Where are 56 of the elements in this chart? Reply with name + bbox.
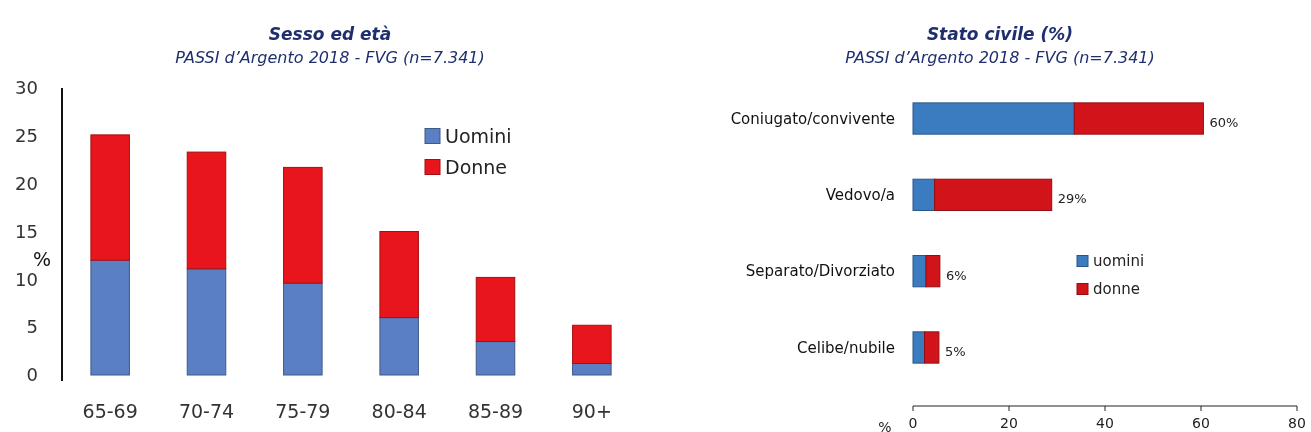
bar (475, 341, 516, 376)
x-tick-label: 85-89 (467, 400, 524, 422)
x-axis-title: % (878, 419, 892, 432)
bar (924, 331, 940, 364)
bar (379, 317, 419, 376)
bar (572, 324, 612, 365)
bar (90, 134, 130, 261)
y-tick-label: 30 (15, 77, 38, 99)
bar (1073, 102, 1204, 135)
x-tick-label: 70-74 (178, 400, 235, 422)
total-label: 29% (1057, 191, 1087, 207)
chart-subtitle: PASSI d’Argento 2018 - FVG (n=7.341) (175, 48, 485, 67)
bar (934, 178, 1053, 211)
bar (379, 231, 419, 319)
legend-label: Uomini (445, 124, 512, 147)
chart-title: Stato civile (%) (926, 24, 1074, 44)
y-tick-label: Coniugato/convivente (730, 109, 895, 128)
x-tick-label: 65-69 (82, 400, 138, 422)
y-tick-label: Separato/Divorziato (745, 262, 895, 281)
x-tick-label: 80 (1288, 415, 1306, 431)
bar (912, 331, 926, 364)
legend-label: Donne (445, 155, 508, 178)
total-label: 60% (1209, 115, 1239, 131)
y-tick-label: Celibe/nubile (797, 338, 895, 357)
y-tick-label: 20 (15, 172, 38, 194)
bar (912, 255, 927, 288)
y-tick-label: 5 (26, 316, 38, 338)
bar (925, 255, 941, 288)
chart-title: Sesso ed età (268, 24, 392, 44)
total-label: 5% (944, 344, 966, 360)
bar (912, 178, 936, 211)
legend-label: uomini (1093, 252, 1145, 271)
x-tick-label: 0 (908, 415, 918, 431)
bar (283, 166, 323, 284)
bar (283, 282, 323, 376)
y-tick-label: Vedovo/a (825, 186, 895, 205)
bar (912, 102, 1075, 135)
y-axis-title: % (32, 247, 52, 270)
y-tick-label: 25 (15, 125, 38, 147)
bar (90, 259, 130, 376)
x-tick-label: 40 (1096, 415, 1114, 431)
y-tick-label: 15 (15, 220, 38, 242)
y-tick-label: 0 (26, 364, 38, 386)
x-tick-label: 80-84 (371, 400, 427, 422)
legend-label: donne (1093, 280, 1140, 299)
x-tick-label: 75-79 (275, 400, 331, 422)
bar (186, 268, 227, 376)
bar (186, 151, 227, 270)
y-tick-label: 10 (15, 268, 38, 290)
bar (572, 363, 612, 376)
bar (475, 276, 516, 343)
total-label: 6% (945, 267, 967, 283)
chart-subtitle: PASSI d’Argento 2018 - FVG (n=7.341) (845, 48, 1155, 67)
x-tick-label: 20 (1000, 415, 1018, 431)
x-tick-label: 90+ (571, 400, 612, 422)
x-tick-label: 60 (1192, 415, 1210, 431)
